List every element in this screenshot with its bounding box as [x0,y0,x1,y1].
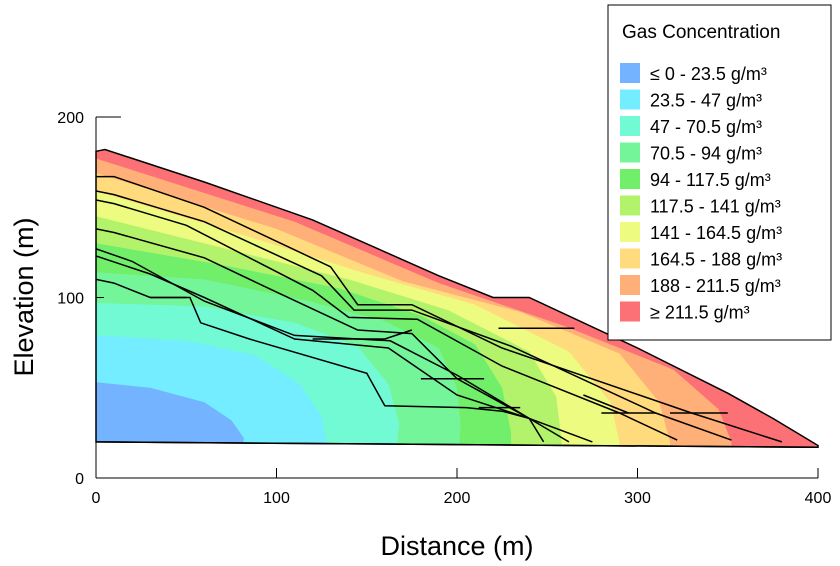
legend-swatch-4 [620,169,640,189]
legend-swatch-7 [620,248,640,269]
y-axis-title: Elevation (m) [9,217,39,376]
layer-line-14 [583,394,629,414]
x-tick-label-100: 100 [263,490,290,507]
ticks: 0 100 200 300 400 0 100 200 [57,110,831,507]
legend-swatch-6 [620,222,640,242]
legend-swatch-2 [620,116,640,136]
layer-line-6 [96,278,530,420]
y-tick-label-100: 100 [57,291,84,308]
legend-label-0: ≤ 0 - 23.5 g/m³ [650,64,767,84]
legend-title: Gas Concentration [622,22,780,43]
layer-line-8 [312,329,413,340]
legend-swatch-5 [620,195,640,216]
legend-label-9: ≥ 211.5 g/m³ [650,303,750,323]
legend-label-3: 70.5 - 94 g/m³ [650,144,762,164]
layer-line-3 [96,228,545,443]
y-tick-label-0: 0 [75,471,84,488]
legend-swatch-8 [620,275,640,295]
x-tick-label-300: 300 [624,490,651,507]
legend-swatch-3 [620,142,640,163]
x-tick-label-200: 200 [444,490,471,507]
legend-label-5: 117.5 - 141 g/m³ [650,197,781,217]
layer-line-4 [96,248,593,443]
legend-swatch-0 [620,63,640,83]
legend-box [607,4,832,341]
layer-boundaries [96,175,783,443]
legend-items: ≤ 0 - 23.5 g/m³ 23.5 - 47 g/m³ 47 - 70.5 g… [620,63,782,323]
layer-line-1 [96,190,732,441]
y-tick-label-200: 200 [57,110,84,127]
x-tick-label-400: 400 [805,490,832,507]
legend-label-8: 188 - 211.5 g/m³ [650,276,781,296]
legend-swatch-1 [620,89,640,110]
legend-label-6: 141 - 164.5 g/m³ [650,223,782,243]
layer-line-2 [96,199,678,441]
legend-label-7: 164.5 - 188 g/m³ [650,250,782,270]
legend-swatch-9 [620,301,640,322]
foundation-line [95,441,819,449]
legend-label-1: 23.5 - 47 g/m³ [650,91,762,111]
x-axis-title: Distance (m) [380,531,533,561]
legend: Gas Concentration ≤ 0 - 23.5 g/m³ 23.5 - … [607,4,832,341]
contour-band-0 [96,382,244,448]
x-tick-label-0: 0 [92,490,101,507]
legend-label-2: 47 - 70.5 g/m³ [650,117,762,137]
legend-label-4: 94 - 117.5 g/m³ [650,170,771,190]
layer-line-0 [96,175,783,443]
